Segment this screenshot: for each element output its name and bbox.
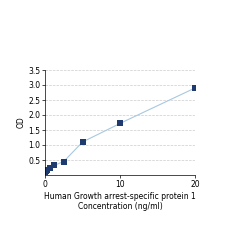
Point — [44, 169, 48, 173]
X-axis label: Human Growth arrest-specific protein 1
Concentration (ng/ml): Human Growth arrest-specific protein 1 C… — [44, 192, 196, 211]
Point — [45, 168, 49, 172]
Point — [193, 86, 197, 90]
Point — [43, 170, 47, 174]
Point — [48, 166, 52, 170]
Point — [118, 122, 122, 126]
Point — [52, 164, 56, 168]
Point — [62, 160, 66, 164]
Y-axis label: OD: OD — [16, 116, 25, 128]
Point — [80, 140, 84, 144]
